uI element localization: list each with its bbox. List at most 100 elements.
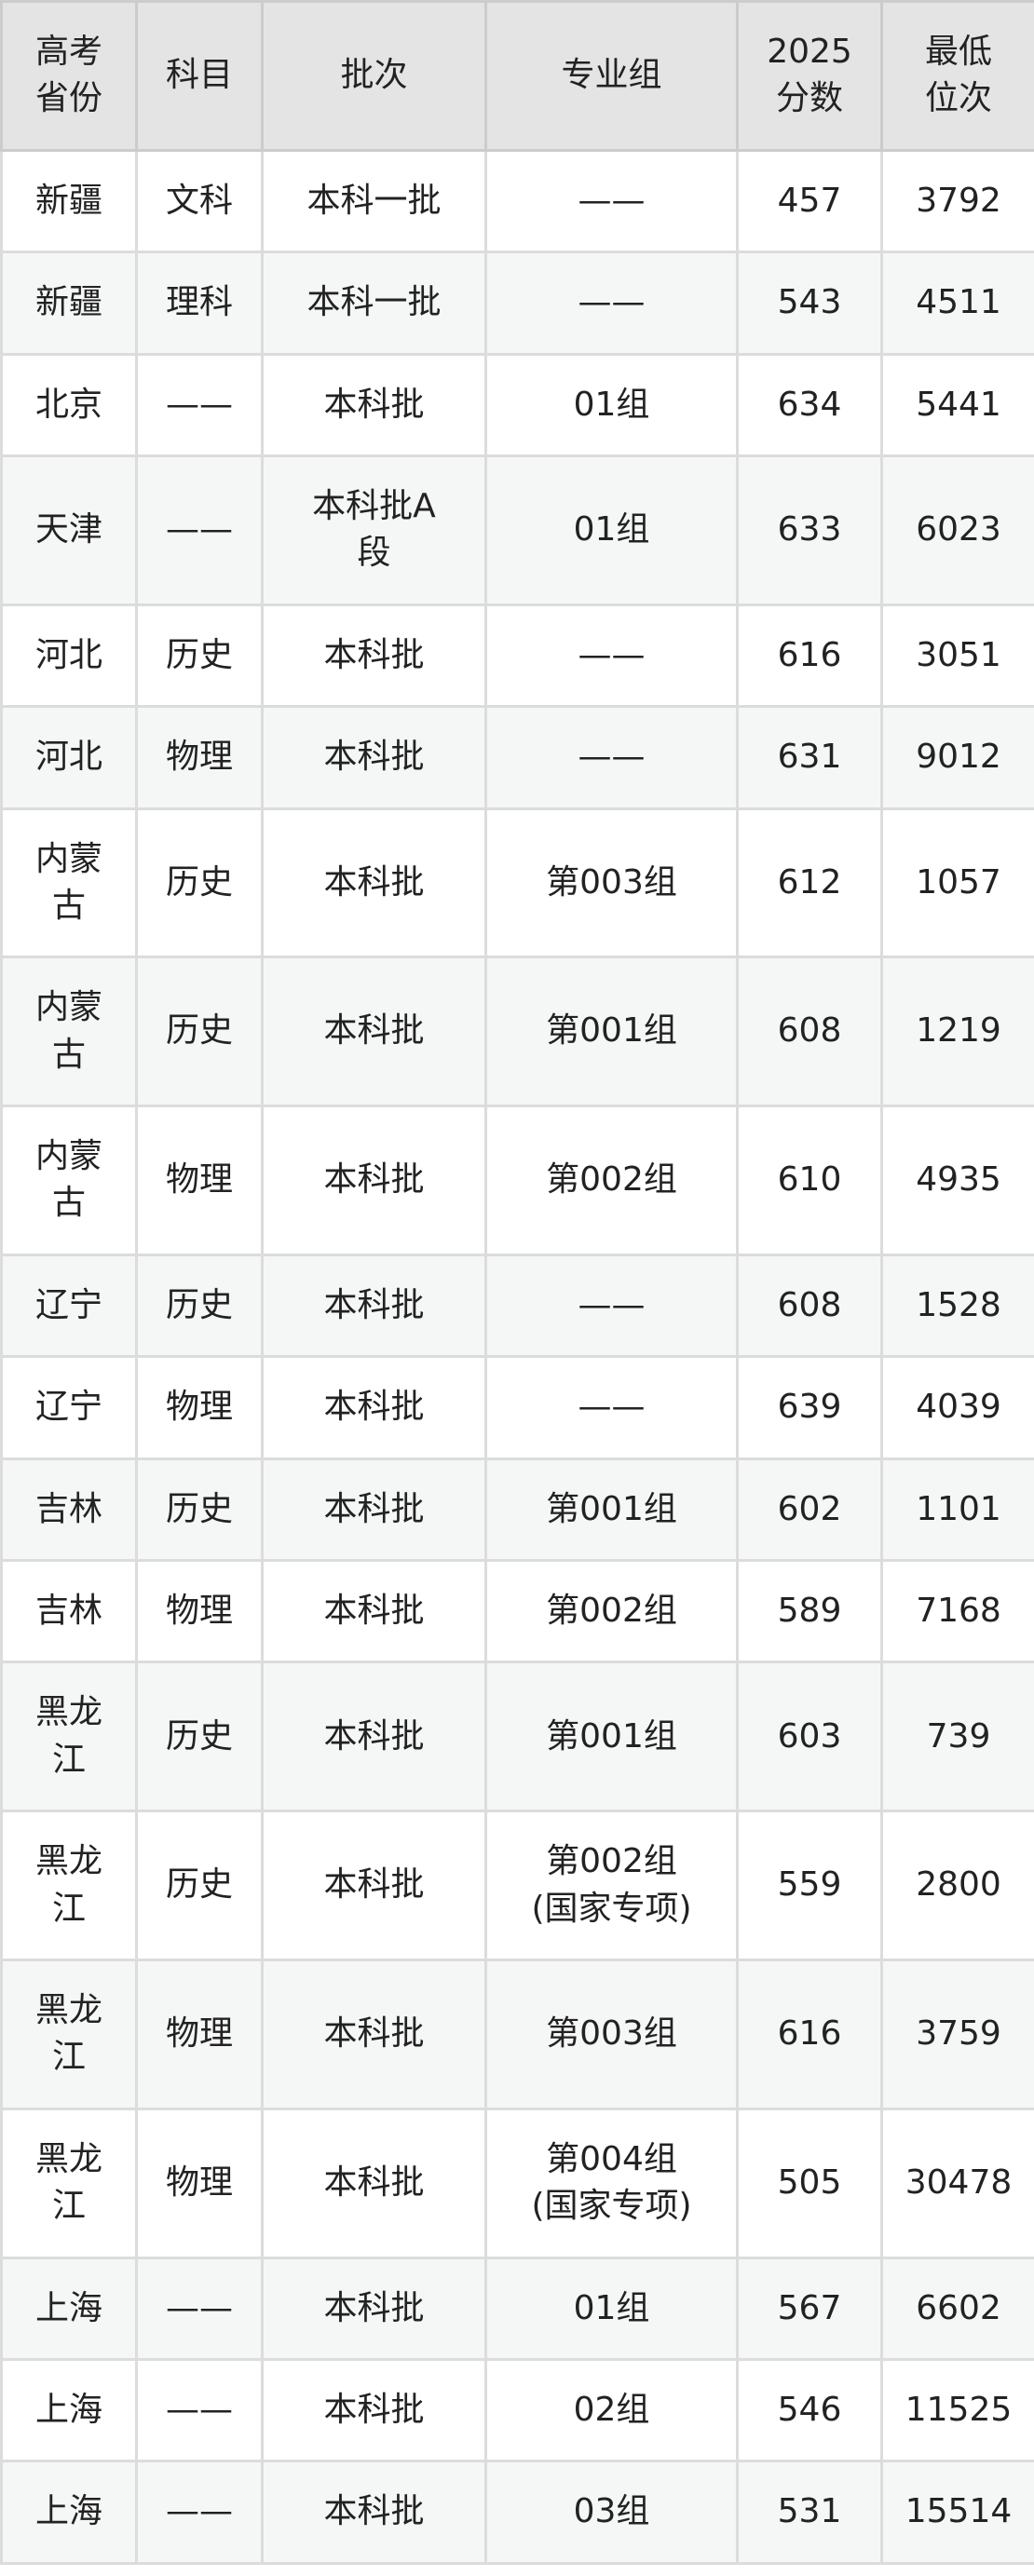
cell-batch: 本科批 (261, 2357, 487, 2463)
cell-score: 608 (736, 1253, 883, 1359)
cell-group: 01组 (484, 352, 739, 457)
cell-score: 505 (736, 2107, 883, 2259)
cell-group: —— (484, 705, 739, 810)
header-cell-score: 2025 分数 (736, 0, 883, 152)
cell-batch: 本科批 (261, 1810, 487, 1961)
cell-group: 第003组 (484, 1958, 739, 2110)
cell-score: 546 (736, 2357, 883, 2463)
table-row: 上海 —— 本科批 03组 531 15514 (0, 2460, 1034, 2565)
cell-rank: 1219 (880, 956, 1034, 1108)
cell-province: 河北 (0, 603, 138, 709)
cell-rank: 2800 (880, 1810, 1034, 1961)
cell-province: 黑龙 江 (0, 1958, 138, 2110)
cell-rank: 3759 (880, 1958, 1034, 2110)
header-cell-rank: 最低 位次 (880, 0, 1034, 152)
cell-subject: 历史 (135, 807, 264, 959)
cell-score: 602 (736, 1457, 883, 1563)
cell-batch: 本科一批 (261, 251, 487, 356)
cell-score: 633 (736, 454, 883, 606)
cell-subject: —— (135, 2256, 264, 2361)
table-row: 黑龙 江历史 本科批 第002组 (国家专项) 559 2800 (0, 1810, 1034, 1961)
table-row: 黑龙 江物理 本科批 第004组 (国家专项) 505 30478 (0, 2107, 1034, 2259)
cell-province: 新疆 (0, 251, 138, 356)
cell-group: 02组 (484, 2357, 739, 2463)
cell-subject: —— (135, 454, 264, 606)
cell-score: 608 (736, 956, 883, 1108)
table-body: 新疆 文科 本科一批 —— 457 3792 新疆 理科 本科一批 —— 543 4511 北京 —— 本科… (0, 148, 1034, 2565)
cell-group: 01组 (484, 454, 739, 606)
cell-score: 567 (736, 2256, 883, 2361)
cell-batch: 本科批 (261, 2107, 487, 2259)
table-row: 辽宁 历史 本科批 —— 608 1528 (0, 1253, 1034, 1359)
cell-group: 第001组 (484, 1457, 739, 1563)
cell-rank: 739 (880, 1661, 1034, 1813)
table-row: 上海 —— 本科批 01组 567 6602 (0, 2256, 1034, 2361)
cell-subject: 历史 (135, 1457, 264, 1563)
cell-batch: 本科批 (261, 1355, 487, 1460)
header-cell-province: 高考 省份 (0, 0, 138, 152)
cell-score: 603 (736, 1661, 883, 1813)
cell-group: —— (484, 148, 739, 254)
header-cell-group: 专业组 (484, 0, 739, 152)
cell-subject: 物理 (135, 1559, 264, 1664)
cell-score: 531 (736, 2460, 883, 2565)
cell-batch: 本科批A 段 (261, 454, 487, 606)
cell-subject: 历史 (135, 1661, 264, 1813)
cell-subject: 历史 (135, 956, 264, 1108)
cell-batch: 本科一批 (261, 148, 487, 254)
cell-score: 612 (736, 807, 883, 959)
cell-score: 639 (736, 1355, 883, 1460)
cell-rank: 3792 (880, 148, 1034, 254)
cell-subject: —— (135, 2357, 264, 2463)
cell-batch: 本科批 (261, 603, 487, 709)
cell-subject: 历史 (135, 603, 264, 709)
cell-province: 内蒙 古 (0, 807, 138, 959)
table-row: 天津 —— 本科批A 段 01组 633 6023 (0, 454, 1034, 606)
cell-batch: 本科批 (261, 352, 487, 457)
cell-batch: 本科批 (261, 1253, 487, 1359)
cell-subject: 物理 (135, 2107, 264, 2259)
cell-subject: —— (135, 2460, 264, 2565)
cell-batch: 本科批 (261, 1559, 487, 1664)
table-row: 新疆 文科 本科一批 —— 457 3792 (0, 148, 1034, 254)
cell-province: 辽宁 (0, 1253, 138, 1359)
cell-rank: 6023 (880, 454, 1034, 606)
cell-batch: 本科批 (261, 2256, 487, 2361)
cell-province: 天津 (0, 454, 138, 606)
cell-group: 第002组 (484, 1559, 739, 1664)
cell-score: 457 (736, 148, 883, 254)
cell-rank: 1057 (880, 807, 1034, 959)
cell-rank: 1101 (880, 1457, 1034, 1563)
cell-rank: 4511 (880, 251, 1034, 356)
cell-batch: 本科批 (261, 1105, 487, 1256)
cell-rank: 7168 (880, 1559, 1034, 1664)
cell-group: 第002组 (国家专项) (484, 1810, 739, 1961)
table-row: 北京 —— 本科批 01组 634 5441 (0, 352, 1034, 457)
cell-rank: 30478 (880, 2107, 1034, 2259)
cell-score: 559 (736, 1810, 883, 1961)
cell-province: 内蒙 古 (0, 956, 138, 1108)
cell-subject: —— (135, 352, 264, 457)
cell-subject: 物理 (135, 1105, 264, 1256)
table-row: 新疆 理科 本科一批 —— 543 4511 (0, 251, 1034, 356)
cell-group: —— (484, 1253, 739, 1359)
cell-subject: 物理 (135, 1958, 264, 2110)
cell-rank: 15514 (880, 2460, 1034, 2565)
cell-rank: 1528 (880, 1253, 1034, 1359)
cell-province: 吉林 (0, 1457, 138, 1563)
cell-batch: 本科批 (261, 1958, 487, 2110)
table-row: 河北 物理 本科批 —— 631 9012 (0, 705, 1034, 810)
cell-rank: 4039 (880, 1355, 1034, 1460)
cell-subject: 物理 (135, 705, 264, 810)
header-cell-batch: 批次 (261, 0, 487, 152)
cell-group: 03组 (484, 2460, 739, 2565)
cell-province: 上海 (0, 2256, 138, 2361)
cell-score: 634 (736, 352, 883, 457)
cell-group: 第001组 (484, 1661, 739, 1813)
cell-group: 01组 (484, 2256, 739, 2361)
cell-batch: 本科批 (261, 1661, 487, 1813)
table-header-row: 高考 省份 科目 批次 专业组 2025 分数 最低 位次 (0, 0, 1034, 152)
cell-batch: 本科批 (261, 705, 487, 810)
